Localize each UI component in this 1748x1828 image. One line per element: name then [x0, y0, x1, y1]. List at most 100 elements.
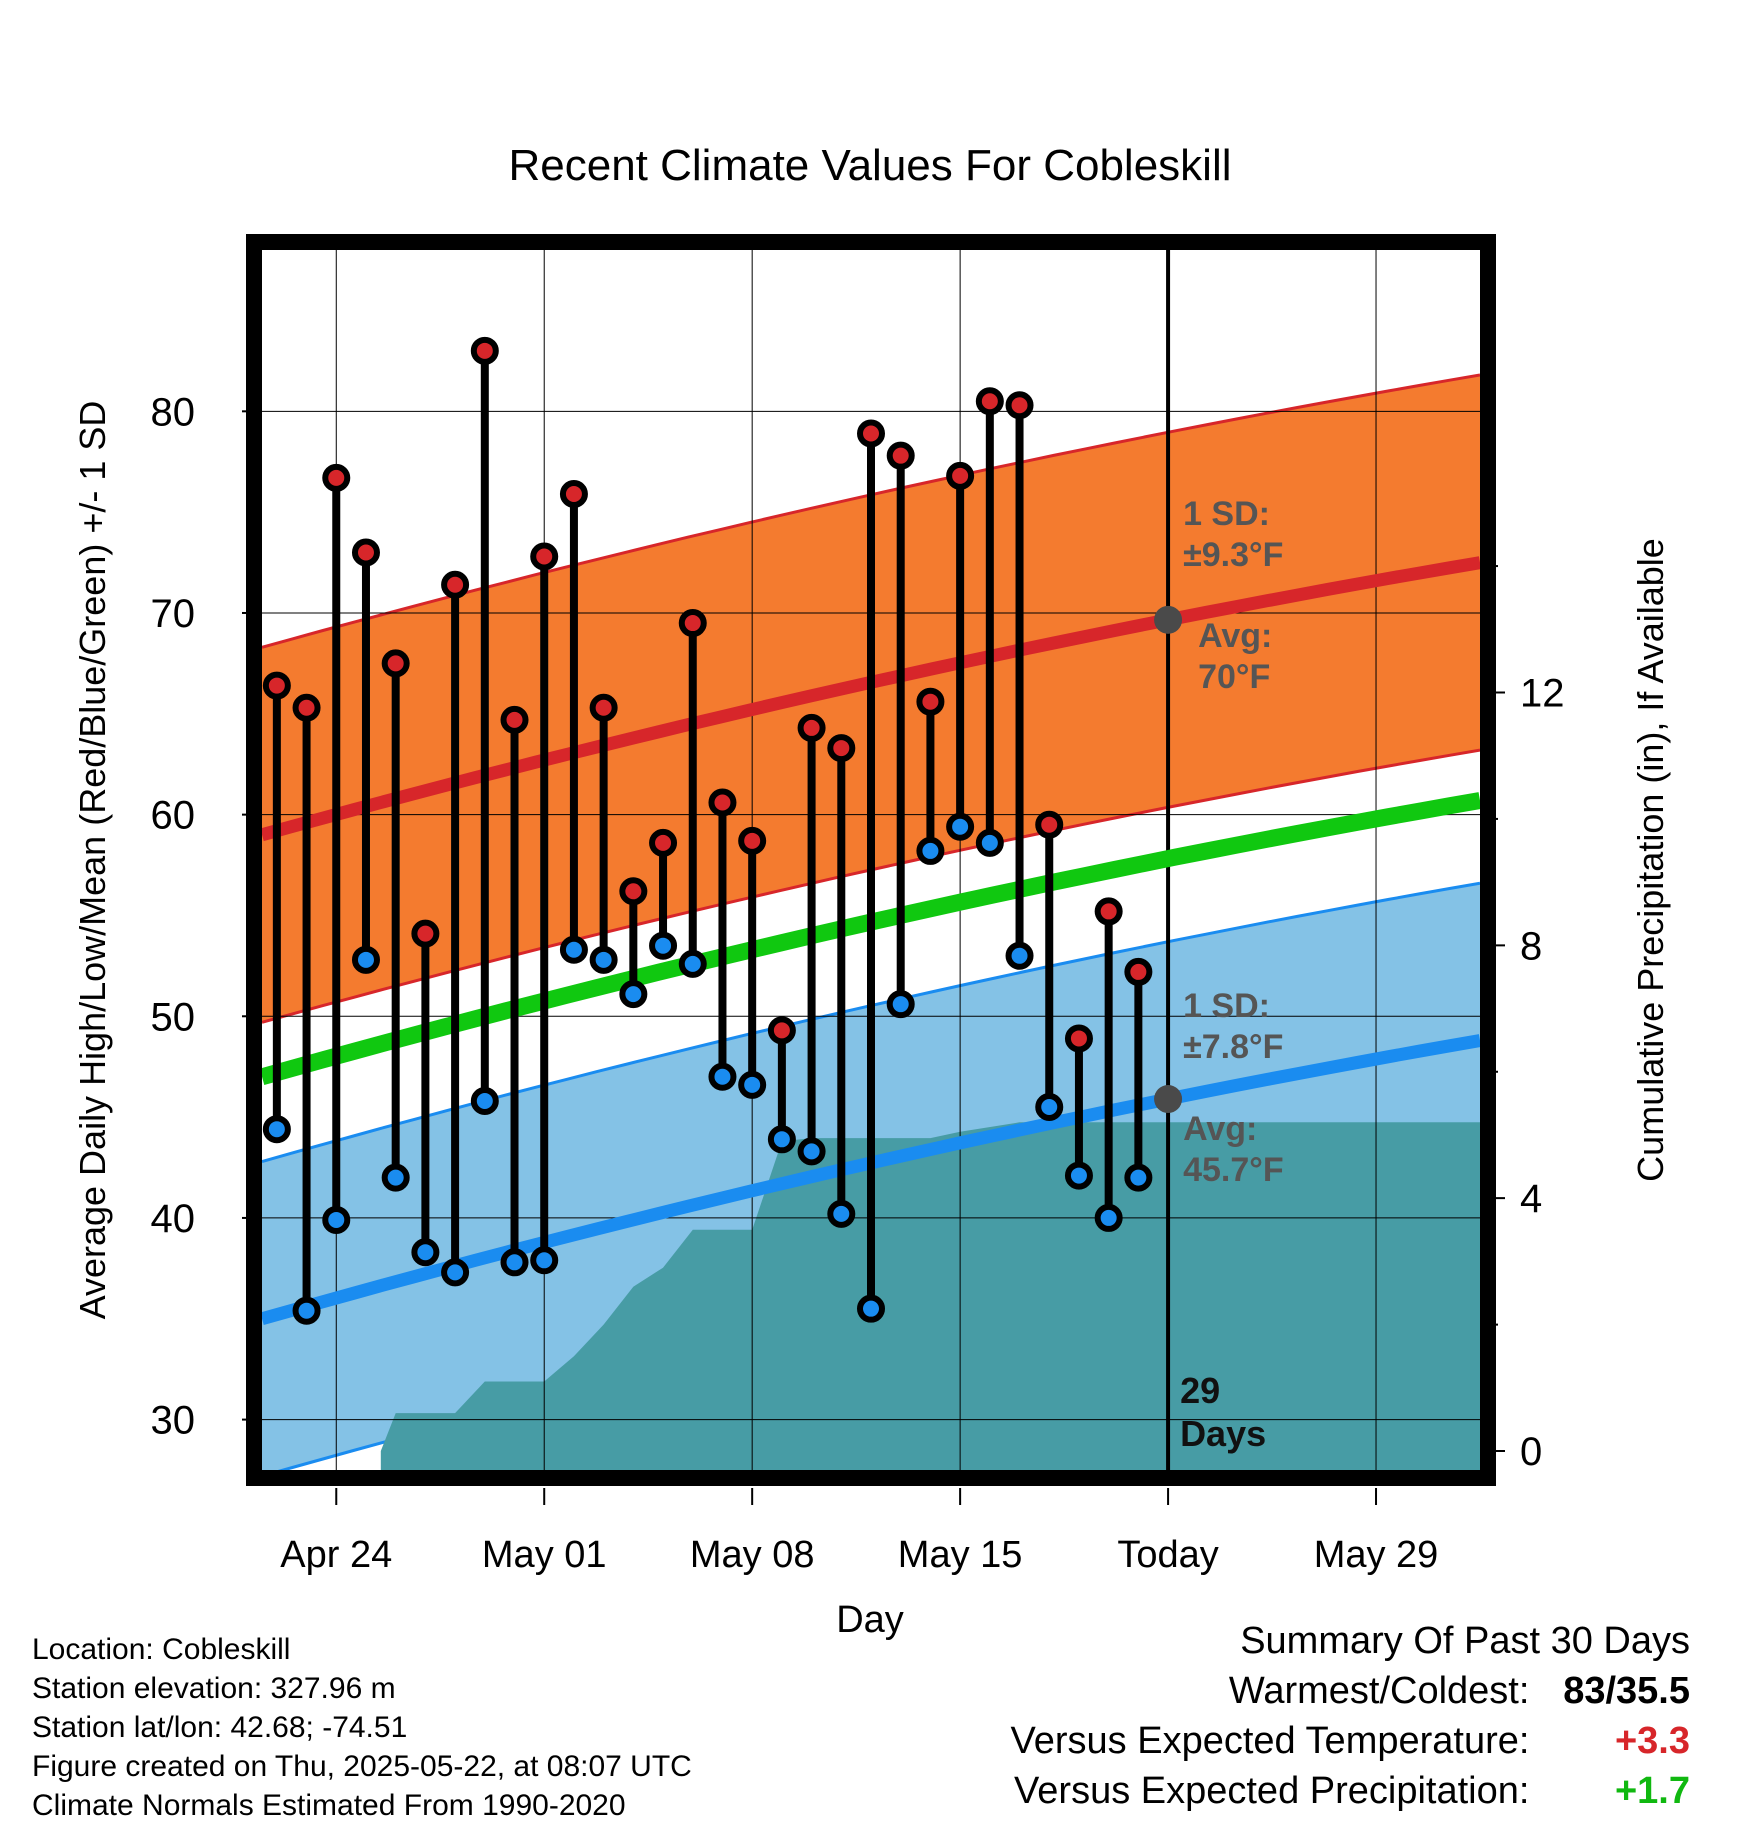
high-sd-value: ±9.3°F [1183, 536, 1283, 574]
observed-low-point [292, 1296, 321, 1325]
info-latlon: Station lat/lon: 42.68; -74.51 [32, 1711, 408, 1744]
observed-low-point [946, 812, 975, 841]
observed-low-point [351, 945, 380, 974]
observation-day [351, 538, 380, 974]
summary-temp-row: Versus Expected Temperature: +3.3 [1011, 1720, 1690, 1763]
observed-high-point [708, 788, 737, 817]
observation-day [827, 734, 856, 1228]
observed-low-point [649, 931, 678, 960]
observed-high-point [797, 713, 826, 742]
observed-high-point [1035, 810, 1064, 839]
observation-day [559, 480, 588, 964]
info-location: Location: Cobleskill [32, 1633, 291, 1666]
observed-low-point [381, 1163, 410, 1192]
observed-high-point [827, 734, 856, 763]
observed-high-point [649, 828, 678, 857]
y-axis-tick-label: 80 [151, 390, 196, 434]
observed-low-point [678, 949, 707, 978]
observation-day [589, 693, 618, 974]
high-avg-label: Avg: [1198, 617, 1272, 655]
observed-low-point [1005, 941, 1034, 970]
observation-day [975, 387, 1004, 857]
observation-day [1124, 957, 1153, 1192]
observed-low-point [886, 990, 915, 1019]
info-elevation: Station elevation: 327.96 m [32, 1672, 396, 1705]
observed-low-point [738, 1070, 767, 1099]
low-sd-label: 1 SD: [1183, 987, 1270, 1025]
low-avg-value: 45.7°F [1183, 1151, 1284, 1189]
observation-day [530, 542, 559, 1275]
observation-day [411, 919, 440, 1267]
observation-day [1035, 810, 1064, 1122]
observed-low-point [322, 1205, 351, 1234]
summary-temp-label: Versus Expected Temperature: [1010, 1720, 1530, 1762]
observed-high-point [351, 538, 380, 567]
observed-low-point [1124, 1163, 1153, 1192]
today-high-normal-marker [1154, 605, 1183, 634]
observation-day [381, 649, 410, 1192]
observed-high-point [975, 387, 1004, 416]
observed-high-point [530, 542, 559, 571]
observed-high-point [1124, 957, 1153, 986]
observation-day [1064, 1024, 1093, 1190]
observed-low-point [1035, 1093, 1064, 1122]
y2-axis-tick-label: 0 [1520, 1430, 1542, 1474]
summary-precip-value: +1.7 [1614, 1770, 1690, 1812]
y2-axis-label: Cumulative Precipitation (in), If Availa… [1630, 538, 1671, 1182]
observed-high-point [500, 705, 529, 734]
y-axis-tick-label: 70 [151, 592, 196, 636]
chart-title: Recent Climate Values For Cobleskill [508, 141, 1231, 190]
observed-low-point [767, 1125, 796, 1154]
observed-low-point [1094, 1203, 1123, 1232]
y-axis-tick-label: 50 [151, 995, 196, 1039]
observation-day [322, 463, 351, 1234]
x-axis-tick-label: May 01 [482, 1534, 607, 1576]
y-axis-tick-label: 30 [151, 1399, 196, 1443]
observation-day [292, 693, 321, 1325]
observed-high-point [857, 419, 885, 448]
x-axis-label: Day [836, 1599, 904, 1641]
observation-day [886, 441, 915, 1019]
x-axis-tick-label: Today [1117, 1534, 1218, 1576]
observed-high-point [589, 693, 618, 722]
summary-warm-cold-row: Warmest/Coldest: 83/35.5 [1229, 1670, 1690, 1713]
summary-warm-cold-value: 83/35.5 [1563, 1670, 1690, 1712]
low-avg-label: Avg: [1183, 1110, 1257, 1148]
observed-low-point [500, 1248, 529, 1277]
low-sd-value: ±7.8°F [1183, 1028, 1283, 1066]
observation-day [738, 826, 767, 1099]
x-axis-tick-label: May 15 [898, 1534, 1023, 1576]
observation-day [857, 419, 885, 1323]
observed-low-point [441, 1258, 470, 1287]
y-axis-tick-label: 40 [151, 1197, 196, 1241]
high-sd-label: 1 SD: [1183, 495, 1270, 533]
observation-day [441, 570, 470, 1287]
observed-low-point [589, 945, 618, 974]
observed-high-point [886, 441, 915, 470]
observed-high-point [619, 877, 648, 906]
observed-low-point [975, 828, 1004, 857]
plot-frame [246, 234, 1496, 1486]
precipitation-area [380, 1122, 1480, 1470]
summary-precip-row: Versus Expected Precipitation: +1.7 [1014, 1770, 1690, 1813]
info-normals: Climate Normals Estimated From 1990-2020 [32, 1789, 626, 1822]
observed-low-point [411, 1238, 440, 1267]
info-created: Figure created on Thu, 2025-05-22, at 08… [32, 1750, 692, 1783]
observed-high-point [678, 609, 707, 638]
y2-axis-tick-label: 8 [1520, 924, 1542, 968]
observed-high-point [292, 693, 321, 722]
observed-high-point [1094, 897, 1123, 926]
observed-low-point [708, 1062, 737, 1091]
observed-high-point [559, 480, 588, 508]
observed-low-point [797, 1137, 826, 1166]
observed-low-point [916, 836, 945, 865]
observed-high-point [1064, 1024, 1093, 1053]
today-low-normal-marker [1154, 1085, 1183, 1114]
y2-axis-tick-label: 4 [1520, 1177, 1542, 1221]
observed-high-point [1005, 391, 1034, 420]
observed-low-point [827, 1199, 856, 1228]
observation-day [262, 671, 291, 1144]
observed-high-point [262, 671, 291, 700]
observation-day [767, 1016, 796, 1154]
observed-low-point [619, 980, 648, 1009]
